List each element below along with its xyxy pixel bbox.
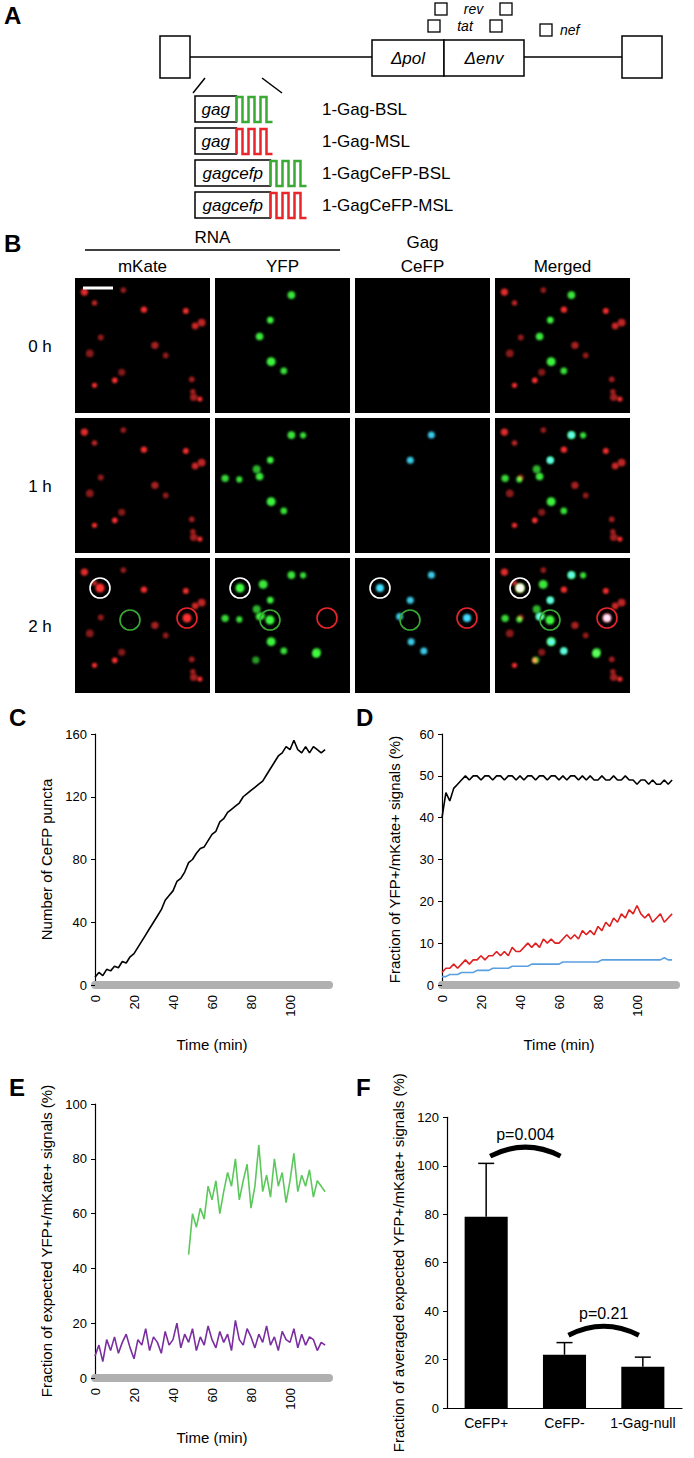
svg-text:80: 80 (244, 995, 259, 1009)
svg-text:60: 60 (73, 1206, 87, 1221)
svg-text:Fraction of YFP+/mKate+ signal: Fraction of YFP+/mKate+ signals (%) (386, 736, 403, 983)
svg-text:Gag: Gag (406, 233, 438, 252)
svg-text:1-Gag-null: 1-Gag-null (610, 1415, 675, 1431)
svg-text:100: 100 (630, 995, 645, 1017)
svg-text:120: 120 (65, 789, 87, 804)
svg-text:gag: gag (202, 100, 231, 119)
svg-text:1-GagCeFP-BSL: 1-GagCeFP-BSL (322, 164, 451, 183)
svg-text:40: 40 (513, 995, 528, 1009)
svg-text:100: 100 (283, 1388, 298, 1410)
svg-text:CeFP: CeFP (401, 257, 444, 276)
svg-text:C: C (9, 704, 26, 731)
svg-text:80: 80 (591, 995, 606, 1009)
svg-text:80: 80 (244, 1388, 259, 1402)
svg-text:p=0.004: p=0.004 (496, 1126, 554, 1143)
svg-text:40: 40 (73, 915, 87, 930)
svg-text:YFP: YFP (266, 257, 299, 276)
svg-text:Fraction of averaged expected: Fraction of averaged expected YFP+/mKate… (390, 1073, 407, 1452)
svg-text:1 h: 1 h (28, 477, 52, 496)
svg-text:60: 60 (420, 727, 434, 742)
svg-text:0: 0 (435, 995, 450, 1002)
svg-text:Time (min): Time (min) (176, 1036, 247, 1053)
svg-text:60: 60 (552, 995, 567, 1009)
svg-text:Merged: Merged (534, 257, 592, 276)
svg-text:20: 20 (474, 995, 489, 1009)
svg-text:p=0.21: p=0.21 (579, 1305, 628, 1322)
svg-text:0: 0 (427, 978, 434, 993)
svg-text:rev: rev (464, 1, 484, 17)
svg-text:40: 40 (425, 1304, 439, 1319)
svg-text:E: E (9, 1074, 25, 1101)
svg-text:40: 40 (73, 1261, 87, 1276)
svg-text:1-GagCeFP-MSL: 1-GagCeFP-MSL (322, 196, 453, 215)
svg-text:80: 80 (425, 1207, 439, 1222)
svg-text:gagcefp: gagcefp (203, 196, 264, 215)
svg-text:0: 0 (80, 978, 87, 993)
svg-text:100: 100 (417, 1158, 439, 1173)
svg-text:1-Gag-MSL: 1-Gag-MSL (322, 132, 410, 151)
svg-text:Time (min): Time (min) (176, 1429, 247, 1446)
svg-text:tat: tat (457, 18, 474, 34)
svg-text:0: 0 (88, 995, 103, 1002)
svg-text:80: 80 (73, 852, 87, 867)
svg-text:60: 60 (425, 1255, 439, 1270)
svg-text:20: 20 (425, 1352, 439, 1367)
svg-text:F: F (356, 1074, 371, 1101)
svg-text:120: 120 (417, 1110, 439, 1125)
svg-text:gagcefp: gagcefp (203, 164, 264, 183)
svg-text:Time (min): Time (min) (523, 1036, 594, 1053)
svg-text:160: 160 (65, 727, 87, 742)
svg-text:1-Gag-BSL: 1-Gag-BSL (322, 100, 407, 119)
svg-text:40: 40 (420, 810, 434, 825)
svg-text:0: 0 (88, 1388, 103, 1395)
svg-text:D: D (356, 704, 373, 731)
svg-text:0: 0 (432, 1401, 439, 1416)
svg-text:40: 40 (166, 995, 181, 1009)
svg-text:CeFP+: CeFP+ (464, 1415, 508, 1431)
svg-text:20: 20 (127, 995, 142, 1009)
svg-text:Fraction of expected YFP+/mKat: Fraction of expected YFP+/mKate+ signals… (38, 1085, 55, 1397)
svg-text:CeFP-: CeFP- (544, 1415, 585, 1431)
svg-text:0: 0 (80, 1371, 87, 1386)
svg-text:0 h: 0 h (28, 337, 52, 356)
svg-text:100: 100 (283, 995, 298, 1017)
svg-text:50: 50 (420, 768, 434, 783)
svg-text:40: 40 (166, 1388, 181, 1402)
svg-text:gag: gag (202, 132, 231, 151)
svg-text:Δenv: Δenv (464, 49, 505, 68)
svg-text:30: 30 (420, 852, 434, 867)
svg-text:2 h: 2 h (28, 617, 52, 636)
svg-text:20: 20 (420, 894, 434, 909)
svg-text:nef: nef (560, 22, 582, 38)
svg-text:RNA: RNA (195, 228, 232, 247)
svg-text:80: 80 (73, 1151, 87, 1166)
svg-text:20: 20 (127, 1388, 142, 1402)
svg-text:60: 60 (205, 995, 220, 1009)
svg-text:100: 100 (65, 1097, 87, 1112)
svg-text:Number of CeFP puncta: Number of CeFP puncta (38, 778, 55, 940)
svg-text:Δpol: Δpol (390, 49, 426, 68)
svg-text:B: B (4, 230, 21, 257)
svg-text:mKate: mKate (118, 257, 167, 276)
svg-text:10: 10 (420, 936, 434, 951)
svg-text:60: 60 (205, 1388, 220, 1402)
svg-text:A: A (4, 2, 21, 29)
svg-text:20: 20 (73, 1316, 87, 1331)
